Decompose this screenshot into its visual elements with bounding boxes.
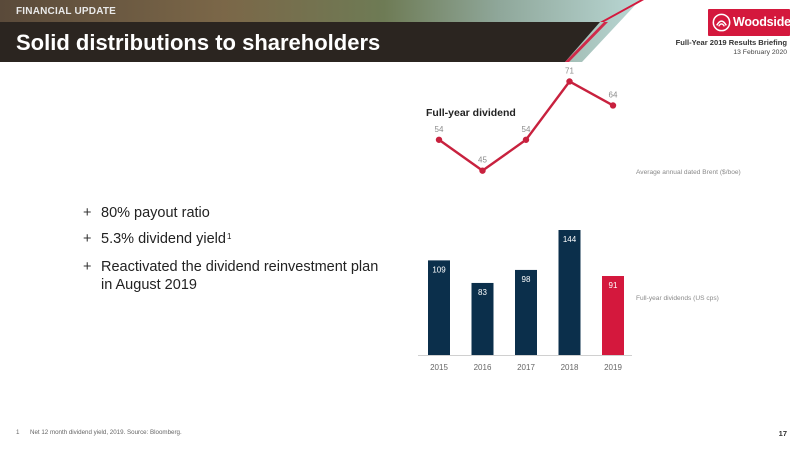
bullet-plus-icon: +	[83, 259, 92, 275]
brent-label-2018: 71	[565, 66, 574, 75]
dividend-bar-2016	[471, 282, 494, 355]
page-number: 17	[778, 429, 787, 438]
key-point-drp-text: Reactivated the dividend reinvestment pl…	[101, 259, 379, 293]
dividend-bar-label-2015: 109	[432, 265, 446, 274]
brent-point-2018	[566, 78, 573, 85]
banner-background	[0, 0, 644, 62]
header-banner: FINANCIAL UPDATE Solid distributions to …	[0, 0, 800, 62]
key-point-yield-text: 5.3% dividend yield	[101, 231, 226, 247]
brent-point-2017	[522, 136, 530, 143]
footnote-reference: 1	[226, 232, 232, 241]
brent-point-2016	[479, 167, 486, 174]
brent-point-2015	[435, 136, 443, 143]
dividend-bar-label-2018: 144	[563, 235, 577, 244]
logo-wordmark: Woodside	[733, 15, 791, 29]
dividend-bar-2019	[602, 276, 624, 355]
legend-dividend-label: Full-year dividends (US cps)	[636, 295, 719, 302]
woodside-logo-icon	[712, 13, 731, 32]
x-tick-label-2018: 2018	[561, 363, 579, 372]
key-points-list: + 80% payout ratio + 5.3% dividend yield…	[83, 204, 383, 302]
legend-brent-label: Average annual dated Brent ($/boe)	[636, 169, 741, 176]
footnote: 1 Net 12 month dividend yield, 2019. Sour…	[16, 429, 182, 436]
woodside-logo: Woodside	[708, 9, 791, 36]
brent-label-2015: 54	[435, 125, 444, 134]
key-point-drp: + Reactivated the dividend reinvestment …	[83, 258, 383, 294]
section-tag: FINANCIAL UPDATE	[16, 6, 117, 17]
dividend-bar-label-2017: 98	[522, 275, 531, 284]
dividend-bar-2017	[515, 269, 537, 355]
x-tick-label-2015: 2015	[430, 363, 448, 372]
brent-label-2016: 45	[478, 156, 487, 165]
page-title: Solid distributions to shareholders	[16, 30, 381, 55]
x-tick-label-2016: 2016	[474, 363, 492, 372]
footnote-text: Net 12 month dividend yield, 2019. Sourc…	[30, 429, 182, 436]
dividend-bar-label-2019: 91	[609, 281, 618, 290]
key-point-payout: + 80% payout ratio	[83, 204, 383, 222]
dividend-bar-label-2016: 83	[478, 288, 487, 297]
chart-title: Full-year dividend	[426, 107, 516, 119]
briefing-title: Full-Year 2019 Results Briefing	[675, 38, 787, 47]
briefing-date: 13 February 2020	[733, 49, 787, 56]
dividend-bar-2018	[558, 230, 581, 355]
footnote-number: 1	[16, 429, 20, 436]
brent-point-2019	[609, 102, 617, 109]
brent-label-2017: 54	[522, 125, 531, 134]
bullet-plus-icon: +	[83, 231, 92, 247]
key-point-yield: + 5.3% dividend yield1	[83, 230, 383, 250]
dividend-bar-2015	[428, 260, 450, 355]
x-tick-label-2017: 2017	[517, 363, 535, 372]
key-point-payout-text: 80% payout ratio	[101, 205, 210, 221]
bullet-plus-icon: +	[83, 205, 92, 221]
x-tick-label-2019: 2019	[604, 363, 622, 372]
brent-label-2019: 64	[609, 90, 618, 99]
